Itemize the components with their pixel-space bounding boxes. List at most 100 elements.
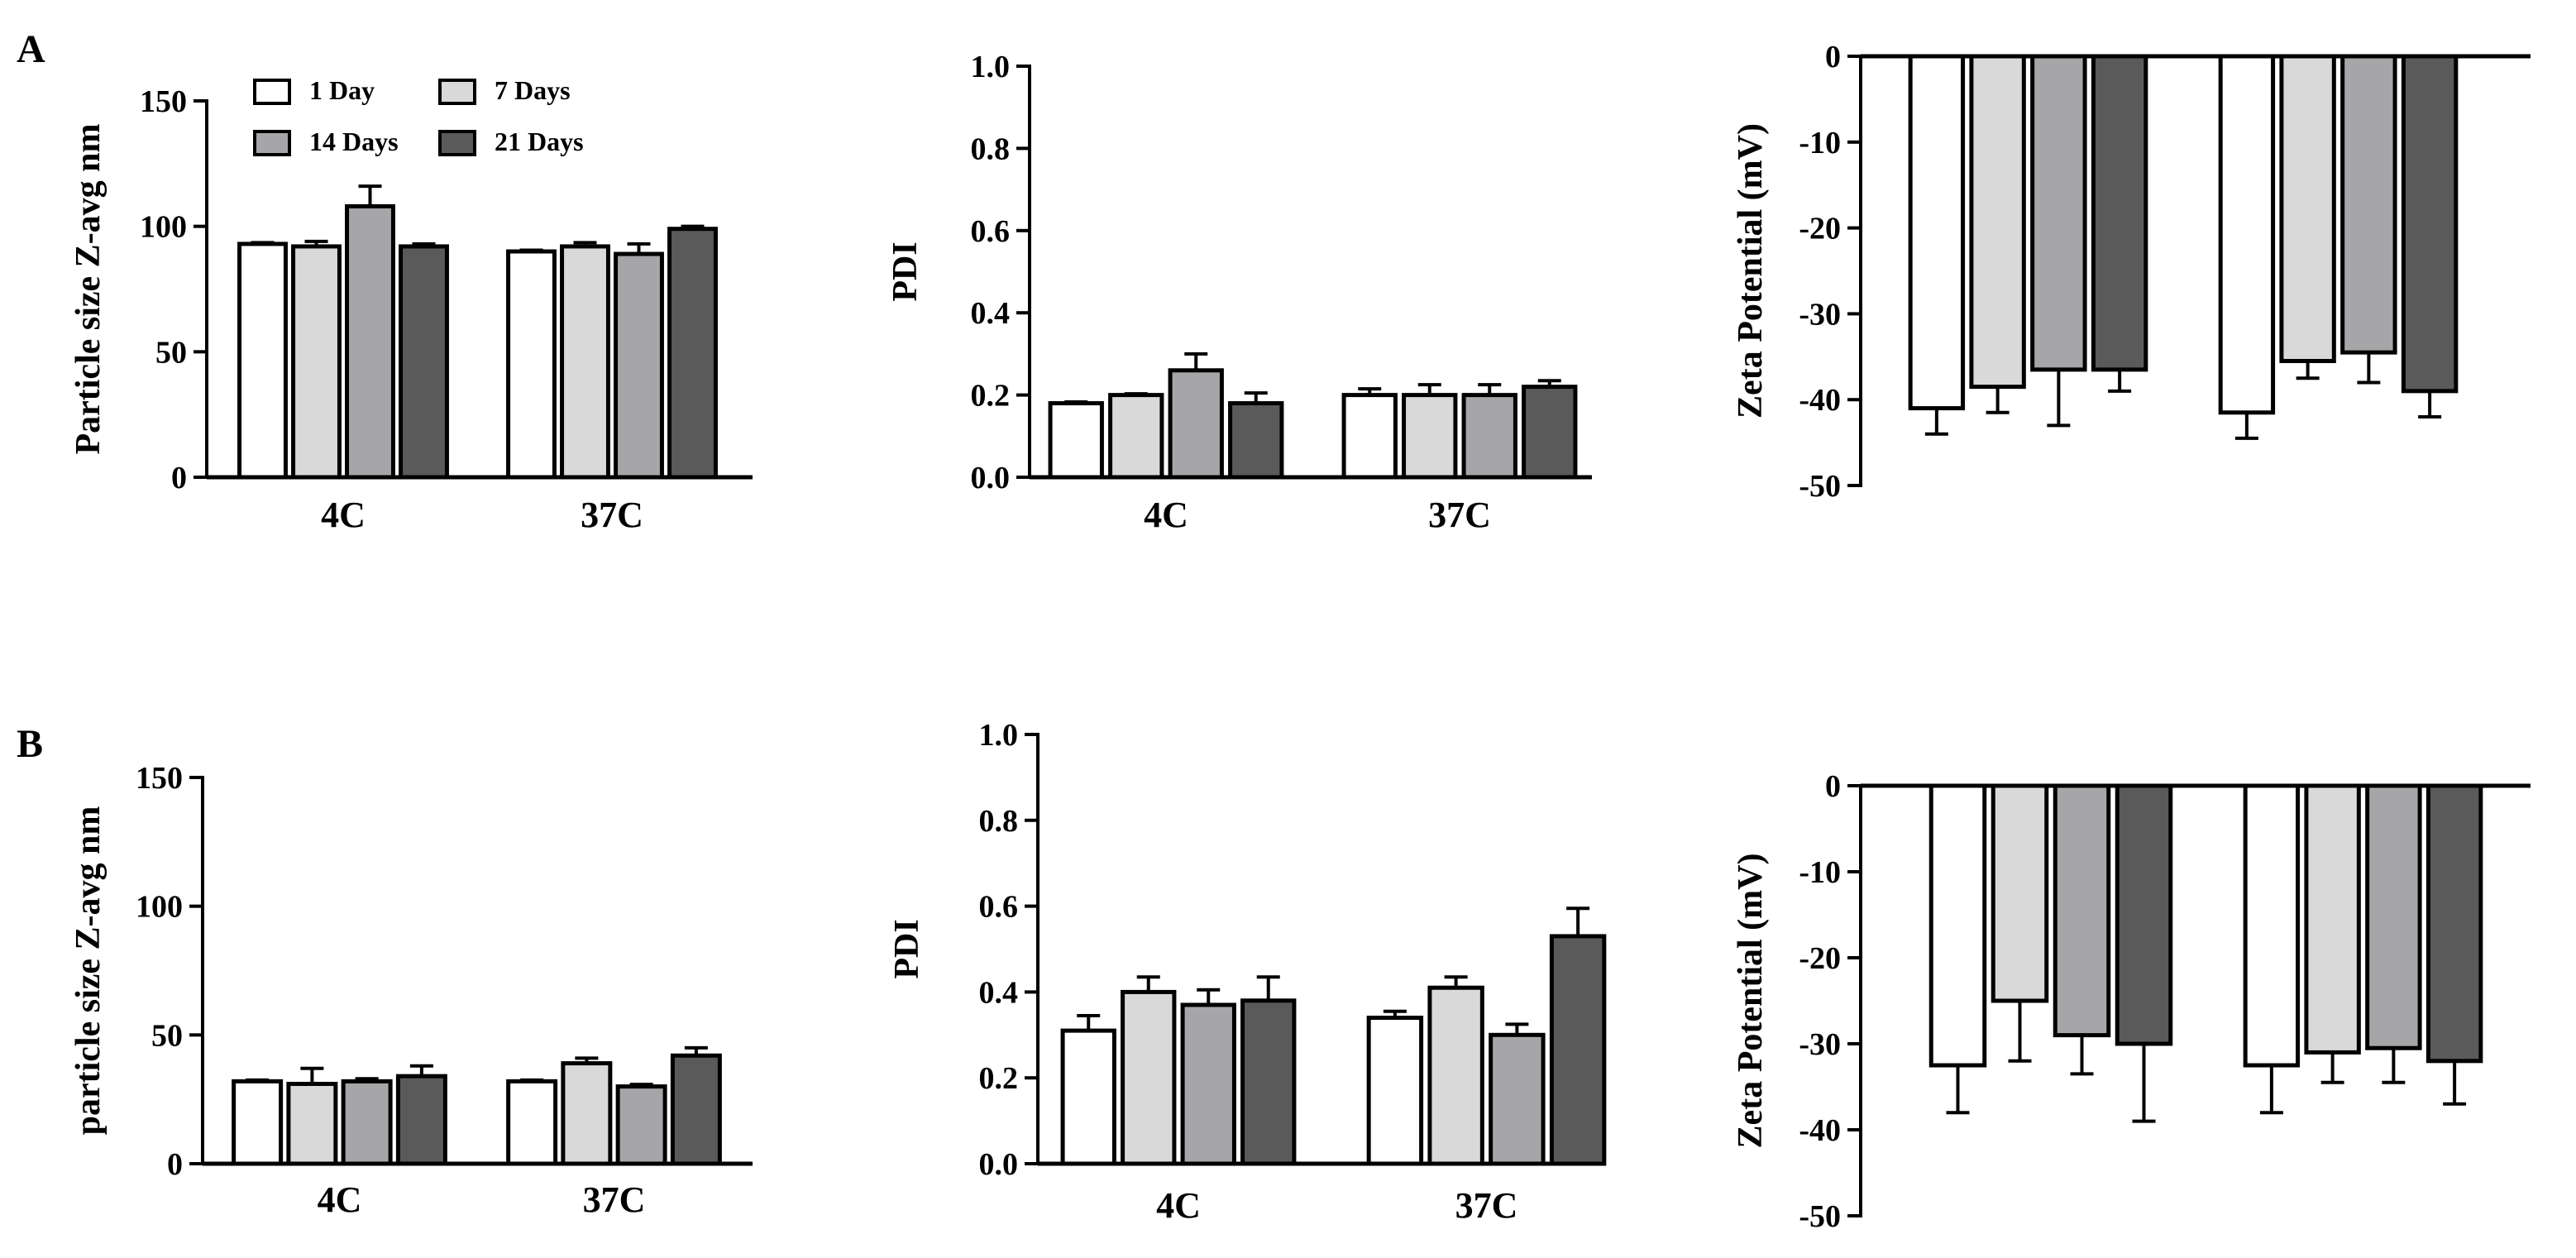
bar-4C-7-days bbox=[1108, 393, 1164, 480]
y-tick-label: 0.2 bbox=[971, 379, 1011, 414]
y-axis-title: Particle size Z-avg nm bbox=[69, 123, 108, 454]
bar-37C-7-days bbox=[561, 1061, 613, 1166]
y-tick-label: 0.2 bbox=[979, 1061, 1019, 1096]
y-tick-label: -50 bbox=[1799, 1199, 1841, 1234]
y-tick-label: -30 bbox=[1799, 1027, 1841, 1062]
bar-4C-21-days bbox=[2115, 783, 2173, 1046]
bar-4C-21-days bbox=[1228, 401, 1284, 480]
bar-4C-21-days bbox=[395, 1074, 447, 1166]
chart-B-zeta: 0 -10 -20 -30 -40 -50 Zeta Potential (mV) bbox=[1732, 769, 2531, 1234]
y-tick-label: -20 bbox=[1799, 212, 1841, 246]
y-tick-label: -40 bbox=[1799, 1113, 1841, 1148]
y-tick-label: -10 bbox=[1799, 126, 1841, 160]
x-tick-label-4C: 4C bbox=[321, 495, 366, 535]
y-axis-title: particle size Z-avg nm bbox=[69, 806, 108, 1136]
y-tick-label: 0 bbox=[1825, 769, 1841, 804]
bar-37C-14-days bbox=[615, 1084, 667, 1166]
bar-37C-21-days bbox=[2401, 54, 2459, 394]
bar-4C-1-day bbox=[232, 1079, 284, 1166]
bar-37C-21-days bbox=[670, 1053, 722, 1166]
bar-4C-1-day bbox=[237, 242, 288, 480]
bar-4C-7-days bbox=[286, 1081, 338, 1166]
bar-4C-14-days bbox=[2030, 54, 2087, 372]
bar-37C-21-days bbox=[667, 227, 718, 480]
panel-label-B: B bbox=[17, 722, 43, 766]
bar-37C-14-days bbox=[1461, 393, 1517, 480]
y-tick-label: 0 bbox=[167, 1147, 183, 1182]
x-tick-label-37C: 37C bbox=[581, 495, 643, 535]
bar-4C-14-days bbox=[341, 1079, 393, 1166]
bar-37C-14-days bbox=[2365, 783, 2422, 1050]
bar-4C-14-days bbox=[1180, 1002, 1236, 1166]
bar-37C-7-days bbox=[1427, 985, 1484, 1166]
y-tick-label: 100 bbox=[140, 210, 187, 245]
x-tick-label-4C: 4C bbox=[1156, 1185, 1201, 1226]
x-tick-label-37C: 37C bbox=[583, 1179, 646, 1220]
legend-label: 21 Days bbox=[495, 127, 584, 156]
y-tick-label: 1.0 bbox=[971, 50, 1011, 84]
bar-37C-7-days bbox=[560, 244, 610, 480]
y-tick-label: 0.0 bbox=[971, 461, 1011, 495]
bar-37C-14-days bbox=[2340, 54, 2397, 355]
bar-37C-7-days bbox=[2279, 54, 2336, 363]
bar-4C-1-day bbox=[1928, 783, 1987, 1068]
y-tick-label: 150 bbox=[136, 761, 183, 796]
bar-4C-7-days bbox=[1121, 989, 1177, 1166]
bar-37C-7-days bbox=[1402, 393, 1458, 480]
y-tick-label: 100 bbox=[136, 890, 183, 925]
bar-4C-7-days bbox=[1991, 783, 2049, 1003]
bar-4C-1-day bbox=[1908, 54, 1966, 411]
bar-4C-14-days bbox=[345, 203, 395, 480]
bar-37C-21-days bbox=[2425, 783, 2483, 1064]
bar-4C-7-days bbox=[291, 244, 342, 480]
legend-swatch bbox=[253, 79, 291, 105]
legend: 1 Day 7 Days 14 Days 21 Days bbox=[253, 75, 584, 156]
y-tick-label: 1.0 bbox=[979, 718, 1019, 753]
y-tick-label: 50 bbox=[155, 335, 187, 370]
legend-label: 1 Day bbox=[309, 75, 375, 105]
x-tick-label-37C: 37C bbox=[1455, 1185, 1518, 1226]
y-axis-title: PDI bbox=[887, 242, 925, 301]
legend-swatch bbox=[438, 79, 476, 105]
y-tick-label: 0.0 bbox=[979, 1147, 1019, 1182]
bar-4C-21-days bbox=[2091, 54, 2148, 372]
y-tick-label: -20 bbox=[1799, 941, 1841, 976]
legend-swatch bbox=[438, 130, 476, 156]
chart-B-pdi: 0.0 0.2 0.4 0.6 0.8 1.0 PDI 4C 37C bbox=[888, 718, 1607, 1226]
legend-label: 7 Days bbox=[495, 75, 571, 105]
bar-4C-21-days bbox=[1240, 998, 1297, 1166]
y-tick-label: -40 bbox=[1799, 383, 1841, 418]
y-tick-label: 0 bbox=[171, 461, 187, 495]
bar-4C-14-days bbox=[2053, 783, 2111, 1038]
y-tick-label: -30 bbox=[1799, 297, 1841, 332]
bar-4C-1-day bbox=[1048, 401, 1104, 480]
y-tick-label: 0.8 bbox=[971, 132, 1011, 166]
y-axis-title: Zeta Potential (mV) bbox=[1732, 854, 1770, 1149]
bar-37C-1-day bbox=[2218, 54, 2276, 415]
y-tick-label: 0.4 bbox=[979, 975, 1019, 1010]
bar-37C-21-days bbox=[1522, 385, 1578, 480]
bar-37C-21-days bbox=[1549, 934, 1607, 1166]
y-tick-label: 0.8 bbox=[979, 804, 1019, 839]
y-tick-label: 0.6 bbox=[979, 890, 1019, 925]
bar-37C-1-day bbox=[506, 249, 557, 480]
y-tick-label: -10 bbox=[1799, 855, 1841, 890]
y-tick-label: 150 bbox=[140, 84, 187, 119]
chart-A-pdi: 0.0 0.2 0.4 0.6 0.8 1.0 PDI 4C 37C bbox=[887, 50, 1592, 535]
bar-4C-14-days bbox=[1168, 368, 1224, 480]
x-tick-label-37C: 37C bbox=[1428, 495, 1491, 535]
panel-label-A: A bbox=[17, 27, 45, 71]
bar-37C-14-days bbox=[614, 251, 664, 480]
bar-37C-1-day bbox=[1366, 1016, 1424, 1166]
bar-37C-1-day bbox=[2243, 783, 2301, 1068]
chart-B-size: 0 50 100 150 particle size Z-avg nm 4C 37C B bbox=[17, 722, 753, 1220]
bar-37C-7-days bbox=[2304, 783, 2361, 1055]
y-tick-label: 0 bbox=[1825, 40, 1841, 74]
bar-4C-21-days bbox=[399, 244, 449, 480]
y-tick-label: 50 bbox=[151, 1018, 183, 1053]
y-axis-title: PDI bbox=[888, 919, 926, 978]
bar-4C-1-day bbox=[1060, 1028, 1116, 1166]
y-tick-label: -50 bbox=[1799, 469, 1841, 504]
bar-4C-7-days bbox=[1969, 54, 2026, 390]
